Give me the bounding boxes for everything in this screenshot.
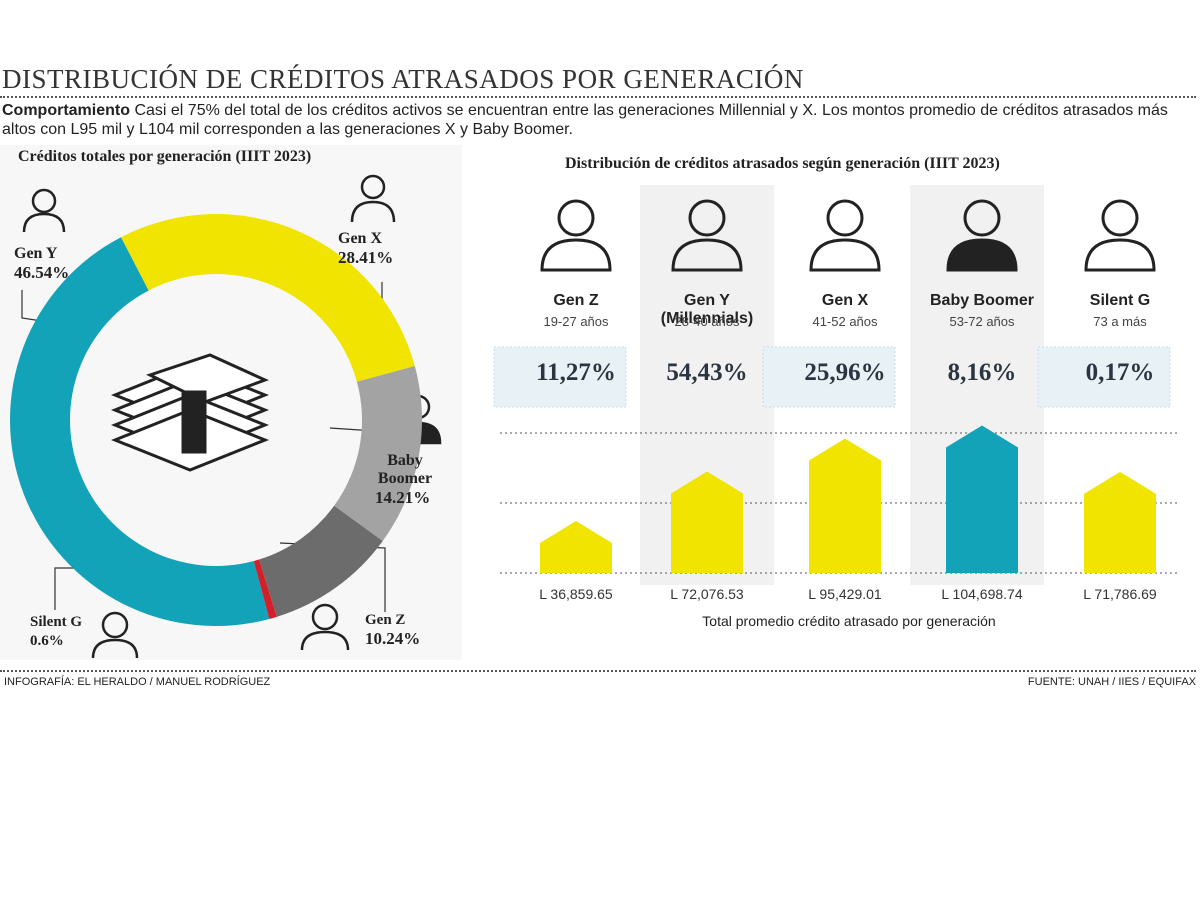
- source: FUENTE: UNAH / IIES / EQUIFAX: [1027, 676, 1196, 688]
- slice-label: Baby Boomer: [377, 452, 433, 487]
- slice-value: 10.24%: [365, 629, 421, 648]
- separator: [0, 96, 1196, 98]
- bar: [671, 471, 743, 573]
- intro-text: Casi el 75% del total de los créditos ac…: [2, 102, 1168, 138]
- chart-title: Créditos totales por generación (IIIT 20…: [18, 148, 312, 165]
- value-label: L 95,429.01: [808, 586, 882, 602]
- slice-label: Gen Y: [14, 245, 58, 262]
- age-range: 73 a más: [1093, 314, 1147, 329]
- bar: [809, 438, 881, 573]
- donut-slice: [253, 559, 277, 619]
- age-range: 41-52 años: [812, 314, 878, 329]
- share-box: [493, 346, 627, 408]
- head: [688, 199, 726, 237]
- share-box: [762, 346, 896, 408]
- shoulders: [1084, 238, 1156, 272]
- bar: [540, 521, 612, 573]
- person-icon: [946, 199, 1018, 272]
- share-label: 8,16%: [947, 359, 1017, 386]
- separator: [0, 670, 1196, 672]
- share-label: 11,27%: [536, 359, 616, 386]
- category-label: Baby Boomer: [929, 292, 1035, 309]
- shoulders: [671, 238, 743, 272]
- person-icon: [809, 199, 881, 272]
- bar: [1084, 471, 1156, 573]
- slice-value: 0.6%: [30, 633, 64, 649]
- value-label: L 71,786.69: [1083, 586, 1157, 602]
- credit: INFOGRAFÍA: EL HERALDO / MANUEL RODRÍGUE…: [4, 676, 271, 688]
- chart-title: Distribución de créditos atrasados según…: [565, 155, 1000, 172]
- head: [1101, 199, 1139, 237]
- category-label: Gen X: [821, 292, 869, 309]
- age-range: 28-40 años: [674, 314, 740, 329]
- category-label: Gen Z: [553, 292, 599, 309]
- donut-slice: [259, 505, 383, 617]
- head: [963, 199, 1001, 237]
- donut-slice: [121, 214, 415, 382]
- age-range: 19-27 años: [543, 314, 609, 329]
- value-label: L 104,698.74: [941, 586, 1023, 602]
- money-icon: [110, 353, 270, 472]
- donut-slice: [10, 237, 270, 626]
- age-range: 53-72 años: [949, 314, 1015, 329]
- slice-value: 46.54%: [14, 263, 70, 282]
- category-label: Gen Y (Millennials): [660, 292, 754, 327]
- value-label: L 36,859.65: [539, 586, 613, 602]
- shoulders: [809, 238, 881, 272]
- person-icon: [1084, 199, 1156, 272]
- slice-value: 14.21%: [375, 488, 431, 507]
- intro: Comportamiento Casi el 75% del total de …: [2, 101, 1182, 139]
- slice-label: Gen X: [338, 230, 382, 247]
- intro-lead: Comportamiento: [2, 102, 130, 119]
- head: [826, 199, 864, 237]
- page-title: DISTRIBUCIÓN DE CRÉDITOS ATRASADOS POR G…: [2, 64, 804, 94]
- shoulders: [946, 238, 1018, 272]
- slice-label: Silent G: [30, 614, 83, 630]
- donut-slice: [334, 366, 422, 542]
- person-icon: [540, 199, 612, 272]
- share-box: [1037, 346, 1171, 408]
- value-label: L 72,076.53: [670, 586, 744, 602]
- slice-value: 28.41%: [338, 248, 394, 267]
- head: [557, 199, 595, 237]
- x-axis-label: Total promedio crédito atrasado por gene…: [702, 613, 996, 629]
- share-label: 0,17%: [1085, 359, 1155, 386]
- slice-label: Gen Z: [365, 612, 406, 628]
- guide-lines: [500, 432, 1178, 574]
- person-icon: [671, 199, 743, 272]
- share-label: 25,96%: [804, 359, 886, 386]
- category-label: Silent G: [1089, 292, 1151, 309]
- shoulders: [540, 238, 612, 272]
- bar: [946, 425, 1018, 573]
- share-label: 54,43%: [666, 359, 748, 386]
